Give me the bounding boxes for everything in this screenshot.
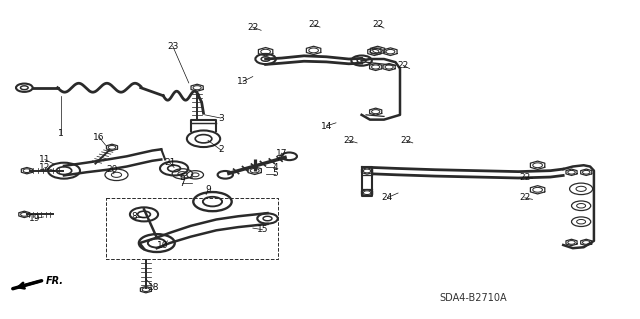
Text: 6: 6	[180, 173, 185, 182]
Text: 15: 15	[257, 225, 268, 234]
Text: 11: 11	[39, 155, 51, 164]
Text: 14: 14	[321, 122, 332, 130]
Text: 22: 22	[519, 173, 531, 182]
Text: 5: 5	[273, 169, 278, 178]
Text: SDA4-B2710A: SDA4-B2710A	[440, 293, 508, 303]
Text: 23: 23	[167, 42, 179, 51]
Text: 17: 17	[276, 149, 287, 158]
Text: 10: 10	[157, 241, 169, 250]
Text: 22: 22	[247, 23, 259, 32]
Text: 20: 20	[106, 165, 118, 174]
Text: 1: 1	[58, 130, 63, 138]
Text: 21: 21	[164, 158, 175, 167]
Text: 13: 13	[237, 77, 249, 86]
Text: 9: 9	[205, 185, 211, 194]
Text: 7: 7	[180, 179, 185, 188]
Text: 22: 22	[372, 20, 383, 29]
Text: FR.: FR.	[46, 276, 64, 286]
Text: 3: 3	[218, 114, 223, 122]
Text: 22: 22	[401, 136, 412, 145]
Text: 22: 22	[308, 20, 319, 29]
Text: 19: 19	[29, 214, 41, 223]
Text: 16: 16	[93, 133, 105, 142]
Text: 12: 12	[39, 163, 51, 172]
Text: 22: 22	[343, 136, 355, 145]
Text: 2: 2	[218, 145, 223, 154]
Text: 24: 24	[381, 193, 393, 202]
Text: 22: 22	[519, 193, 531, 202]
Text: 4: 4	[273, 163, 278, 172]
Text: 8: 8	[132, 212, 137, 221]
Text: 22: 22	[397, 61, 409, 70]
Text: 18: 18	[148, 283, 159, 292]
